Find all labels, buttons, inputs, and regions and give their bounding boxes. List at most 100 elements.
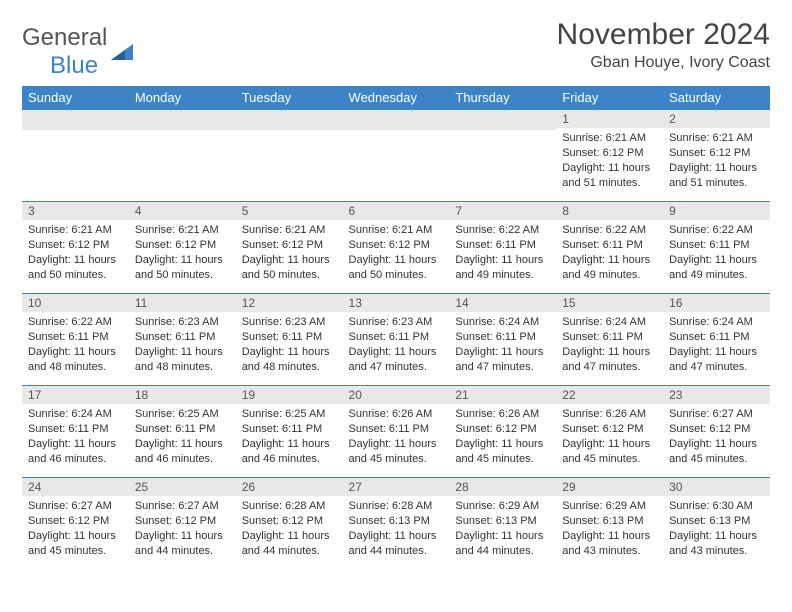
day-number: 7 xyxy=(449,202,556,220)
day-number: 9 xyxy=(663,202,770,220)
calendar-day-cell: 27Sunrise: 6:28 AMSunset: 6:13 PMDayligh… xyxy=(343,478,450,570)
calendar-day-cell: 28Sunrise: 6:29 AMSunset: 6:13 PMDayligh… xyxy=(449,478,556,570)
calendar-day-cell: 15Sunrise: 6:24 AMSunset: 6:11 PMDayligh… xyxy=(556,294,663,386)
day-details: Sunrise: 6:29 AMSunset: 6:13 PMDaylight:… xyxy=(556,496,663,561)
calendar-week-row: 3Sunrise: 6:21 AMSunset: 6:12 PMDaylight… xyxy=(22,202,770,294)
calendar-head: SundayMondayTuesdayWednesdayThursdayFrid… xyxy=(22,86,770,110)
calendar-day-cell: 10Sunrise: 6:22 AMSunset: 6:11 PMDayligh… xyxy=(22,294,129,386)
empty-day xyxy=(236,110,343,130)
weekday-header: Monday xyxy=(129,86,236,110)
day-number: 29 xyxy=(556,478,663,496)
calendar-day-cell xyxy=(22,110,129,202)
title-block: November 2024 Gban Houye, Ivory Coast xyxy=(557,18,770,72)
logo-word-blue: Blue xyxy=(50,52,98,79)
weekday-header: Tuesday xyxy=(236,86,343,110)
day-number: 12 xyxy=(236,294,343,312)
calendar-day-cell: 7Sunrise: 6:22 AMSunset: 6:11 PMDaylight… xyxy=(449,202,556,294)
day-number: 4 xyxy=(129,202,236,220)
day-details: Sunrise: 6:26 AMSunset: 6:11 PMDaylight:… xyxy=(343,404,450,469)
day-details: Sunrise: 6:23 AMSunset: 6:11 PMDaylight:… xyxy=(129,312,236,377)
day-details: Sunrise: 6:22 AMSunset: 6:11 PMDaylight:… xyxy=(663,220,770,285)
day-details: Sunrise: 6:21 AMSunset: 6:12 PMDaylight:… xyxy=(22,220,129,285)
day-details: Sunrise: 6:25 AMSunset: 6:11 PMDaylight:… xyxy=(129,404,236,469)
day-number: 13 xyxy=(343,294,450,312)
day-details: Sunrise: 6:25 AMSunset: 6:11 PMDaylight:… xyxy=(236,404,343,469)
day-details: Sunrise: 6:24 AMSunset: 6:11 PMDaylight:… xyxy=(556,312,663,377)
day-number: 6 xyxy=(343,202,450,220)
day-details: Sunrise: 6:24 AMSunset: 6:11 PMDaylight:… xyxy=(22,404,129,469)
calendar-day-cell xyxy=(129,110,236,202)
calendar-day-cell: 24Sunrise: 6:27 AMSunset: 6:12 PMDayligh… xyxy=(22,478,129,570)
calendar-day-cell: 1Sunrise: 6:21 AMSunset: 6:12 PMDaylight… xyxy=(556,110,663,202)
calendar-week-row: 10Sunrise: 6:22 AMSunset: 6:11 PMDayligh… xyxy=(22,294,770,386)
day-number: 30 xyxy=(663,478,770,496)
day-details: Sunrise: 6:23 AMSunset: 6:11 PMDaylight:… xyxy=(343,312,450,377)
calendar-day-cell: 11Sunrise: 6:23 AMSunset: 6:11 PMDayligh… xyxy=(129,294,236,386)
day-number: 19 xyxy=(236,386,343,404)
calendar-day-cell: 30Sunrise: 6:30 AMSunset: 6:13 PMDayligh… xyxy=(663,478,770,570)
day-number: 16 xyxy=(663,294,770,312)
calendar-day-cell: 13Sunrise: 6:23 AMSunset: 6:11 PMDayligh… xyxy=(343,294,450,386)
calendar-day-cell: 4Sunrise: 6:21 AMSunset: 6:12 PMDaylight… xyxy=(129,202,236,294)
calendar-day-cell xyxy=(343,110,450,202)
logo-triangle-icon xyxy=(111,44,133,60)
day-details: Sunrise: 6:26 AMSunset: 6:12 PMDaylight:… xyxy=(449,404,556,469)
day-details: Sunrise: 6:28 AMSunset: 6:12 PMDaylight:… xyxy=(236,496,343,561)
day-number: 28 xyxy=(449,478,556,496)
day-number: 21 xyxy=(449,386,556,404)
month-title: November 2024 xyxy=(557,18,770,52)
calendar-week-row: 17Sunrise: 6:24 AMSunset: 6:11 PMDayligh… xyxy=(22,386,770,478)
day-number: 3 xyxy=(22,202,129,220)
day-number: 26 xyxy=(236,478,343,496)
day-number: 2 xyxy=(663,110,770,128)
day-details: Sunrise: 6:24 AMSunset: 6:11 PMDaylight:… xyxy=(449,312,556,377)
logo-word-general: General xyxy=(22,24,107,51)
day-number: 22 xyxy=(556,386,663,404)
calendar-day-cell: 25Sunrise: 6:27 AMSunset: 6:12 PMDayligh… xyxy=(129,478,236,570)
day-details: Sunrise: 6:24 AMSunset: 6:11 PMDaylight:… xyxy=(663,312,770,377)
day-details: Sunrise: 6:23 AMSunset: 6:11 PMDaylight:… xyxy=(236,312,343,377)
calendar-day-cell: 14Sunrise: 6:24 AMSunset: 6:11 PMDayligh… xyxy=(449,294,556,386)
day-details: Sunrise: 6:30 AMSunset: 6:13 PMDaylight:… xyxy=(663,496,770,561)
day-number: 10 xyxy=(22,294,129,312)
day-details: Sunrise: 6:21 AMSunset: 6:12 PMDaylight:… xyxy=(343,220,450,285)
day-details: Sunrise: 6:21 AMSunset: 6:12 PMDaylight:… xyxy=(556,128,663,193)
calendar-day-cell: 9Sunrise: 6:22 AMSunset: 6:11 PMDaylight… xyxy=(663,202,770,294)
day-details: Sunrise: 6:26 AMSunset: 6:12 PMDaylight:… xyxy=(556,404,663,469)
weekday-header: Saturday xyxy=(663,86,770,110)
day-number: 15 xyxy=(556,294,663,312)
calendar-day-cell: 20Sunrise: 6:26 AMSunset: 6:11 PMDayligh… xyxy=(343,386,450,478)
day-details: Sunrise: 6:22 AMSunset: 6:11 PMDaylight:… xyxy=(449,220,556,285)
calendar-day-cell: 23Sunrise: 6:27 AMSunset: 6:12 PMDayligh… xyxy=(663,386,770,478)
location: Gban Houye, Ivory Coast xyxy=(557,54,770,72)
day-number: 5 xyxy=(236,202,343,220)
calendar-day-cell: 18Sunrise: 6:25 AMSunset: 6:11 PMDayligh… xyxy=(129,386,236,478)
calendar-day-cell: 19Sunrise: 6:25 AMSunset: 6:11 PMDayligh… xyxy=(236,386,343,478)
header: General Blue November 2024 Gban Houye, I… xyxy=(22,18,770,80)
day-details: Sunrise: 6:29 AMSunset: 6:13 PMDaylight:… xyxy=(449,496,556,561)
calendar-week-row: 24Sunrise: 6:27 AMSunset: 6:12 PMDayligh… xyxy=(22,478,770,570)
day-number: 17 xyxy=(22,386,129,404)
weekday-header: Friday xyxy=(556,86,663,110)
calendar-table: SundayMondayTuesdayWednesdayThursdayFrid… xyxy=(22,86,770,570)
day-details: Sunrise: 6:22 AMSunset: 6:11 PMDaylight:… xyxy=(22,312,129,377)
day-details: Sunrise: 6:27 AMSunset: 6:12 PMDaylight:… xyxy=(663,404,770,469)
day-number: 11 xyxy=(129,294,236,312)
weekday-header: Thursday xyxy=(449,86,556,110)
calendar-day-cell: 5Sunrise: 6:21 AMSunset: 6:12 PMDaylight… xyxy=(236,202,343,294)
day-details: Sunrise: 6:27 AMSunset: 6:12 PMDaylight:… xyxy=(129,496,236,561)
day-details: Sunrise: 6:21 AMSunset: 6:12 PMDaylight:… xyxy=(129,220,236,285)
day-number: 24 xyxy=(22,478,129,496)
day-number: 18 xyxy=(129,386,236,404)
day-number: 1 xyxy=(556,110,663,128)
calendar-day-cell xyxy=(449,110,556,202)
calendar-day-cell: 16Sunrise: 6:24 AMSunset: 6:11 PMDayligh… xyxy=(663,294,770,386)
weekday-header: Sunday xyxy=(22,86,129,110)
calendar-day-cell: 21Sunrise: 6:26 AMSunset: 6:12 PMDayligh… xyxy=(449,386,556,478)
day-number: 14 xyxy=(449,294,556,312)
empty-day xyxy=(22,110,129,130)
day-details: Sunrise: 6:21 AMSunset: 6:12 PMDaylight:… xyxy=(236,220,343,285)
empty-day xyxy=(343,110,450,130)
day-number: 25 xyxy=(129,478,236,496)
day-number: 23 xyxy=(663,386,770,404)
